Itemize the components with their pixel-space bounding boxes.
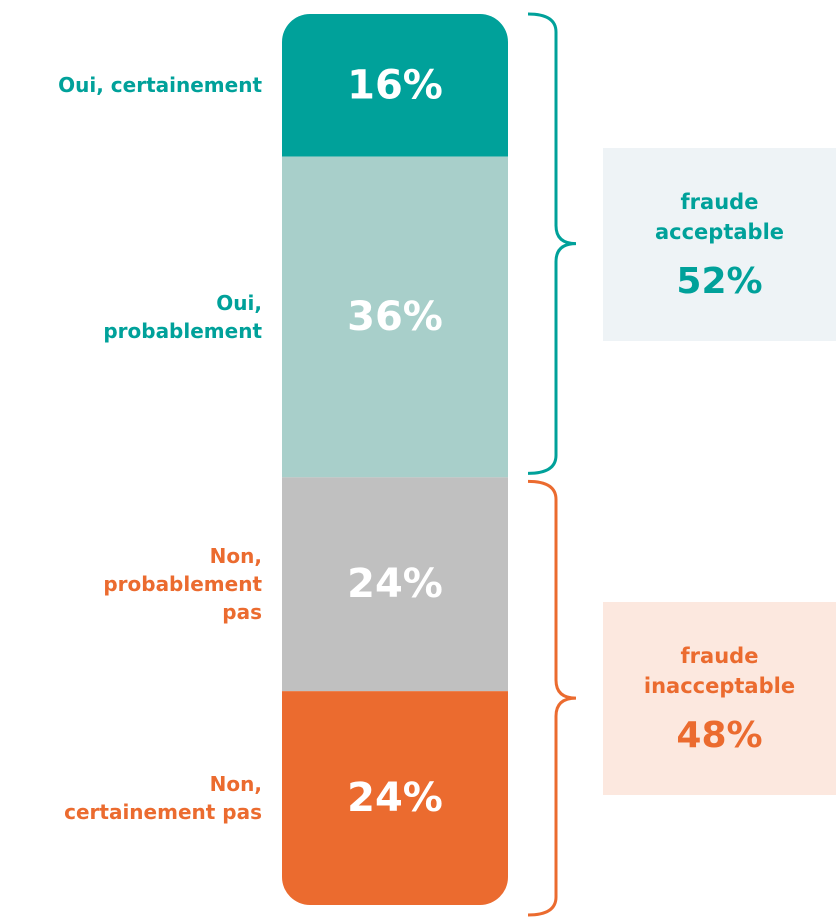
category-label: Non, certainement pas — [64, 772, 262, 825]
category-label: Non, probablement pas — [103, 544, 262, 625]
group-box: fraude inacceptable 48% — [603, 602, 836, 796]
group-value: 48% — [676, 715, 763, 757]
group-box: fraude acceptable 52% — [603, 147, 836, 341]
value-label: 24% — [347, 775, 443, 821]
bar-segment — [282, 477, 508, 692]
value-label: 16% — [347, 62, 443, 108]
bar-group — [282, 14, 508, 905]
category-label: Oui, certainement — [58, 73, 262, 98]
value-label: 36% — [347, 294, 443, 340]
bar-segment — [282, 156, 508, 478]
bar-segment — [282, 691, 508, 905]
group-name: fraude inacceptable — [643, 644, 796, 699]
group-name: fraude acceptable — [654, 189, 785, 244]
bar-segment — [282, 14, 508, 157]
bracket — [527, 12, 577, 475]
value-label: 24% — [347, 561, 443, 607]
bracket — [527, 479, 577, 917]
category-label: Oui, probablement — [103, 290, 262, 343]
group-value: 52% — [676, 260, 763, 302]
